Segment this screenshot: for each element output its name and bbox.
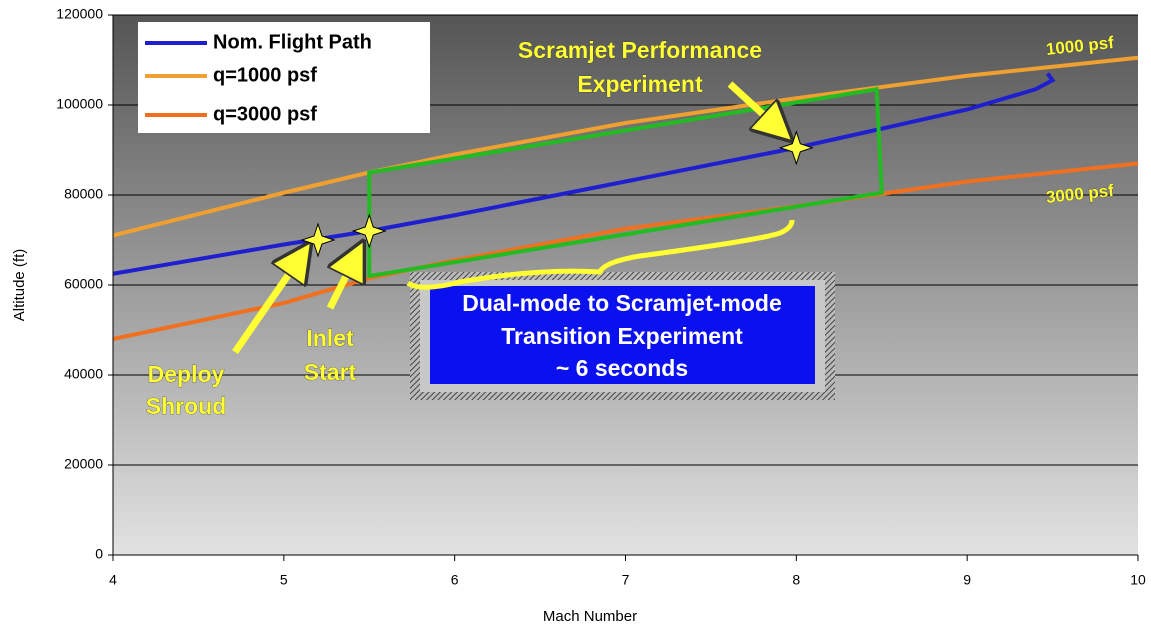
series-line: [112, 55, 1139, 238]
arrow: [330, 258, 355, 310]
annotation: ~ 6 seconds: [556, 355, 688, 381]
star-marker: [351, 213, 387, 249]
legend-label: q=3000 psf: [213, 103, 317, 125]
annotation: Deploy: [148, 361, 225, 387]
star-marker: [778, 130, 814, 166]
x-tick-label: 6: [451, 572, 459, 588]
y-tick-label: 20000: [64, 456, 103, 472]
x-tick-label: 5: [280, 572, 288, 588]
annotation: Inlet: [306, 325, 354, 351]
annotation: Experiment: [577, 71, 703, 97]
x-tick-label: 9: [963, 572, 971, 588]
y-axis-label: Altitude (ft): [11, 249, 28, 322]
x-tick-label: 10: [1130, 572, 1146, 588]
y-tick-label: 60000: [64, 276, 103, 292]
annotation: Dual-mode to Scramjet-mode: [462, 290, 782, 316]
annotation: Start: [304, 359, 357, 385]
x-axis-label: Mach Number: [543, 608, 637, 625]
brace: [406, 219, 795, 290]
y-tick-label: 40000: [64, 366, 103, 382]
y-tick-label: 80000: [64, 186, 103, 202]
arrow: [232, 258, 300, 354]
note-box: [430, 286, 815, 384]
x-tick-label: 8: [792, 572, 800, 588]
annotation: Scramjet Performance: [518, 37, 762, 63]
y-tick-label: 120000: [56, 6, 103, 22]
legend-label: Nom. Flight Path: [213, 31, 372, 53]
y-tick-label: 0: [95, 546, 103, 562]
annotation: Shroud: [146, 393, 227, 419]
x-tick-label: 7: [622, 572, 630, 588]
series-line: [112, 161, 1139, 341]
legend-label: q=1000 psf: [213, 64, 317, 86]
y-tick-label: 100000: [56, 96, 103, 112]
arrow: [727, 81, 778, 128]
star-marker: [300, 222, 336, 258]
annotation: Transition Experiment: [501, 323, 743, 349]
x-tick-label: 4: [109, 572, 117, 588]
